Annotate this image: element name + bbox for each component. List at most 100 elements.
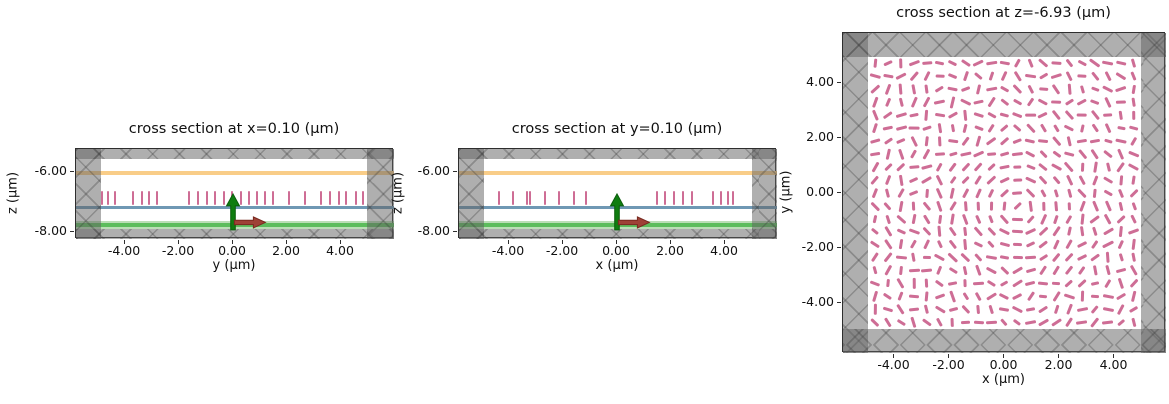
director-segment xyxy=(950,96,956,109)
y-tick xyxy=(837,136,841,138)
director-tick xyxy=(230,190,234,205)
director-tick xyxy=(113,190,117,205)
director-segment xyxy=(950,187,956,199)
director-segment xyxy=(947,87,958,92)
director-segment xyxy=(934,113,946,118)
boundary-hatch-right xyxy=(366,149,394,239)
x-tick-label: -2.00 xyxy=(161,243,195,258)
director-segment xyxy=(975,214,982,224)
director-segment xyxy=(1128,163,1140,171)
boundary-hatch-bottom xyxy=(459,229,777,239)
director-segment xyxy=(911,213,917,225)
director-tick xyxy=(525,190,529,205)
director-segment xyxy=(1063,151,1075,157)
director-segment xyxy=(1090,148,1100,160)
director-segment xyxy=(1038,253,1048,262)
director-segment xyxy=(1104,96,1112,109)
director-segment xyxy=(1063,293,1075,300)
director-segment xyxy=(895,112,907,119)
director-segment xyxy=(1012,112,1023,119)
director-segment xyxy=(948,151,958,157)
director-segment xyxy=(870,152,881,157)
director-segment xyxy=(910,240,918,250)
boundary-hatch-left xyxy=(843,33,869,353)
x-axis-label: y (μm) xyxy=(212,258,256,273)
director-segment xyxy=(986,112,997,119)
director-segment xyxy=(1103,113,1113,117)
panel-cross-section-x: cross section at x=0.10 (μm) z (μm) y (μ… xyxy=(6,121,394,273)
director-segment xyxy=(974,253,983,262)
director-segment xyxy=(908,60,920,67)
director-segment xyxy=(986,279,997,288)
director-segment xyxy=(1104,123,1112,134)
director-segment xyxy=(1104,200,1112,212)
director-segment xyxy=(1114,138,1127,144)
director-segment xyxy=(951,317,955,327)
director-segment xyxy=(1078,200,1086,212)
director-segment xyxy=(960,252,971,263)
director-segment xyxy=(871,252,880,263)
director-tick xyxy=(528,190,532,205)
director-segment xyxy=(1131,59,1137,69)
director-segment xyxy=(1013,318,1022,326)
x-tick-label: 2.00 xyxy=(656,243,684,258)
director-segment xyxy=(1117,188,1124,198)
director-segment xyxy=(1064,110,1074,121)
director-segment xyxy=(999,61,1010,66)
director-segment xyxy=(885,188,891,198)
director-segment xyxy=(897,277,906,289)
director-segment xyxy=(908,127,920,130)
director-segment xyxy=(1090,71,1100,82)
y-tick-label: -4.00 xyxy=(801,294,834,309)
director-segment xyxy=(896,214,907,224)
director-segment xyxy=(922,227,932,237)
director-segment xyxy=(935,86,945,94)
director-tick xyxy=(287,190,291,205)
director-segment xyxy=(1077,75,1087,79)
director-segment xyxy=(1025,241,1035,248)
director-segment xyxy=(1105,265,1111,276)
y-tick-label: 2.00 xyxy=(806,129,834,144)
director-tick xyxy=(205,190,209,205)
x-tick xyxy=(507,240,509,244)
director-segment xyxy=(1076,254,1088,261)
director-tick xyxy=(557,190,561,205)
director-segment xyxy=(1090,294,1100,298)
boundary-hatch-top xyxy=(459,149,777,160)
director-segment xyxy=(911,84,917,95)
director-segment xyxy=(985,320,998,324)
director-segment xyxy=(949,290,956,303)
director-segment xyxy=(1128,228,1140,235)
director-segment xyxy=(1102,227,1114,236)
director-segment xyxy=(1090,253,1100,262)
director-segment xyxy=(1000,124,1009,133)
director-segment xyxy=(1011,305,1023,313)
director-segment xyxy=(1024,114,1036,117)
x-tick-label: 2.00 xyxy=(272,243,300,258)
director-segment xyxy=(884,265,892,276)
director-segment xyxy=(882,306,894,312)
director-segment xyxy=(1038,139,1049,144)
director-segment xyxy=(1025,307,1035,312)
director-segment xyxy=(1077,114,1087,117)
director-segment xyxy=(1041,201,1045,211)
x-tick xyxy=(1003,354,1004,358)
director-tick xyxy=(222,190,226,205)
x-tick xyxy=(893,354,894,358)
director-segment xyxy=(999,164,1010,170)
director-segment xyxy=(925,84,929,95)
y-tick-label: -2.00 xyxy=(801,239,834,254)
director-segment xyxy=(935,75,945,79)
director-segment xyxy=(1092,226,1098,237)
x-tick xyxy=(231,240,233,244)
director-segment xyxy=(895,125,907,131)
panel-cross-section-z: cross section at z=-6.93 (μm) y (μm) x (… xyxy=(779,5,1166,387)
director-tick xyxy=(303,190,307,205)
director-segment xyxy=(883,239,893,251)
director-segment xyxy=(963,239,968,251)
director-segment xyxy=(1038,240,1049,249)
x-tick xyxy=(615,240,617,244)
director-segment xyxy=(1090,281,1100,286)
director-segment xyxy=(911,316,917,328)
top-interface xyxy=(459,171,777,175)
